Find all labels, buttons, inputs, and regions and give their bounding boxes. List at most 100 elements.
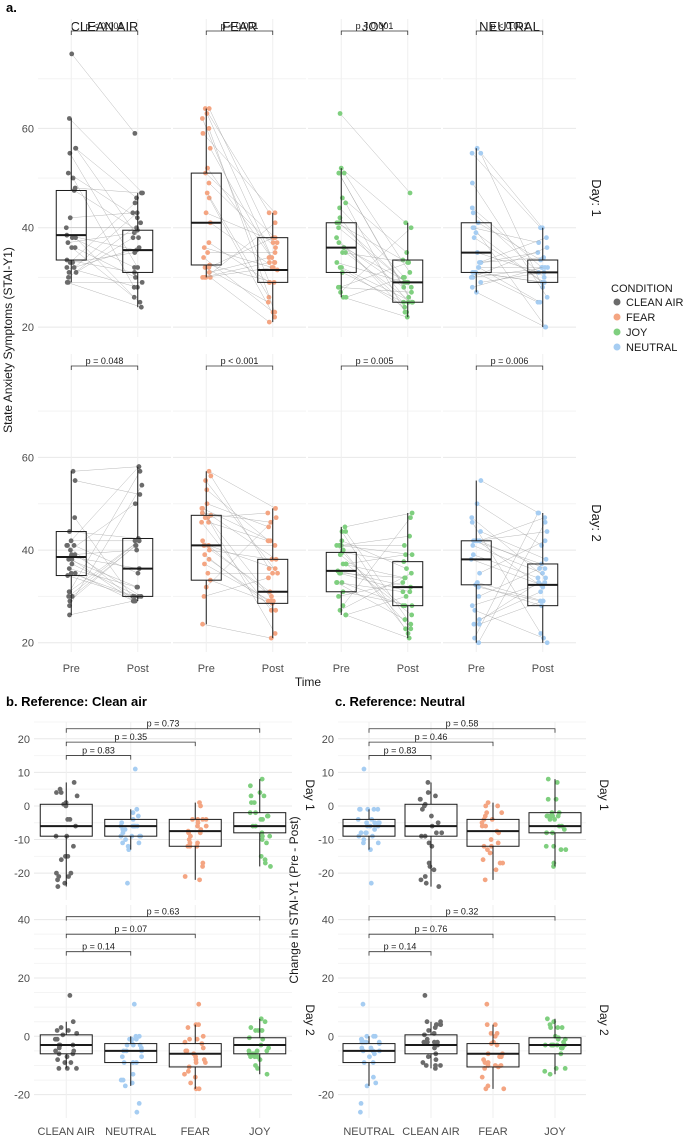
data-point: [422, 874, 428, 879]
data-point: [409, 289, 414, 295]
data-point: [266, 319, 272, 325]
pair-line: [339, 545, 413, 555]
y-tick-label: 0: [24, 1031, 30, 1043]
pair-line: [473, 582, 539, 625]
pair-line: [204, 267, 269, 303]
data-point: [200, 1033, 206, 1039]
facet-row-label: Day 2: [303, 1004, 317, 1036]
data-point: [469, 284, 475, 290]
data-point: [74, 793, 80, 799]
data-point: [69, 245, 75, 251]
p-value-label: p = 0.006: [491, 356, 529, 366]
data-point: [273, 245, 278, 251]
p-value-label: p = 0.14: [82, 942, 115, 952]
y-axis-title: State Anxiety Symptoms (STAI-Y1): [1, 247, 15, 433]
pair-line: [343, 247, 404, 303]
data-point: [254, 1054, 260, 1060]
pair-line: [478, 586, 541, 602]
y-tick-label: -20: [14, 868, 30, 880]
data-point: [476, 617, 482, 622]
legend-swatch-neutral: [613, 343, 621, 351]
significance-bracket: [475, 365, 544, 370]
data-point: [335, 284, 341, 290]
data-point: [131, 284, 137, 290]
significance-bracket: [65, 755, 132, 760]
data-point: [483, 823, 489, 829]
data-point: [339, 195, 345, 201]
pair-line: [202, 512, 271, 523]
data-point: [133, 543, 139, 548]
data-point: [339, 538, 345, 544]
box-iqr: [104, 1043, 158, 1064]
facet-panel: 20 40 60 Pre Post p = 0.048: [22, 354, 171, 675]
data-point: [248, 1025, 254, 1030]
y-tick-label: 20: [18, 973, 30, 985]
data-point: [72, 570, 78, 576]
x-tick-label: JOY: [249, 1126, 271, 1138]
data-point: [130, 235, 136, 241]
pair-line: [479, 237, 547, 263]
pair-line: [208, 559, 269, 602]
data-point: [500, 860, 506, 866]
y-tick-label: 60: [22, 452, 34, 464]
significance-bracket: [340, 365, 409, 370]
y-tick-label: -20: [318, 868, 334, 880]
data-point: [133, 1036, 139, 1042]
data-point: [72, 245, 78, 251]
data-point: [72, 552, 78, 558]
pair-line: [340, 554, 404, 606]
legend-swatch-fear: [613, 313, 621, 321]
p-value-label: p = 0.35: [114, 732, 147, 742]
x-tick-label: JOY: [544, 1126, 566, 1138]
pair-line: [345, 202, 406, 313]
data-point: [202, 561, 207, 567]
pair-line: [473, 212, 545, 278]
data-point: [361, 840, 366, 846]
data-point: [182, 874, 188, 879]
y-axis-title: Change in STAI-Y1 (Pre - Post): [287, 816, 301, 983]
pair-line: [345, 614, 410, 639]
pair-line: [480, 153, 543, 288]
pair-line: [69, 531, 139, 539]
data-point: [501, 1086, 507, 1092]
data-point: [433, 1063, 438, 1068]
box-iqr: [392, 561, 424, 607]
data-point: [372, 820, 378, 826]
pair-line: [204, 554, 276, 611]
data-point: [535, 575, 541, 581]
data-point: [272, 543, 278, 548]
data-point: [67, 589, 72, 595]
pair-line: [339, 573, 412, 611]
facet-panel: -20 0 20 40 Day 2 p = 0.14 p = 0.07p = 0.63 CLE…: [14, 905, 317, 1138]
pair-line: [472, 545, 543, 574]
box-iqr: [257, 558, 289, 604]
data-point: [421, 1039, 427, 1045]
data-point: [134, 210, 140, 216]
data-point: [497, 1054, 502, 1060]
data-point: [336, 594, 341, 599]
data-point: [337, 265, 343, 270]
data-point: [206, 519, 211, 525]
facet-row-label: Day: 1: [589, 179, 604, 217]
data-point: [120, 1077, 126, 1083]
pair-line: [338, 582, 403, 597]
pair-line: [73, 466, 139, 472]
data-point: [273, 505, 278, 511]
p-value-label: p = 0.83: [82, 746, 115, 756]
data-point: [407, 190, 413, 196]
panel-c-title: c. Reference: Neutral: [335, 694, 465, 709]
data-point: [132, 501, 138, 507]
data-point: [406, 294, 412, 300]
pair-line: [342, 197, 407, 253]
pair-line: [336, 237, 407, 313]
data-point: [196, 1001, 202, 1007]
data-point: [338, 570, 343, 576]
data-point: [544, 294, 550, 300]
data-point: [137, 468, 143, 474]
data-point: [404, 566, 409, 571]
data-point: [372, 1033, 378, 1039]
data-point: [492, 1033, 498, 1039]
pair-line: [75, 148, 137, 199]
data-point: [264, 1048, 270, 1054]
p-value-label: p = 0.83: [384, 746, 417, 756]
